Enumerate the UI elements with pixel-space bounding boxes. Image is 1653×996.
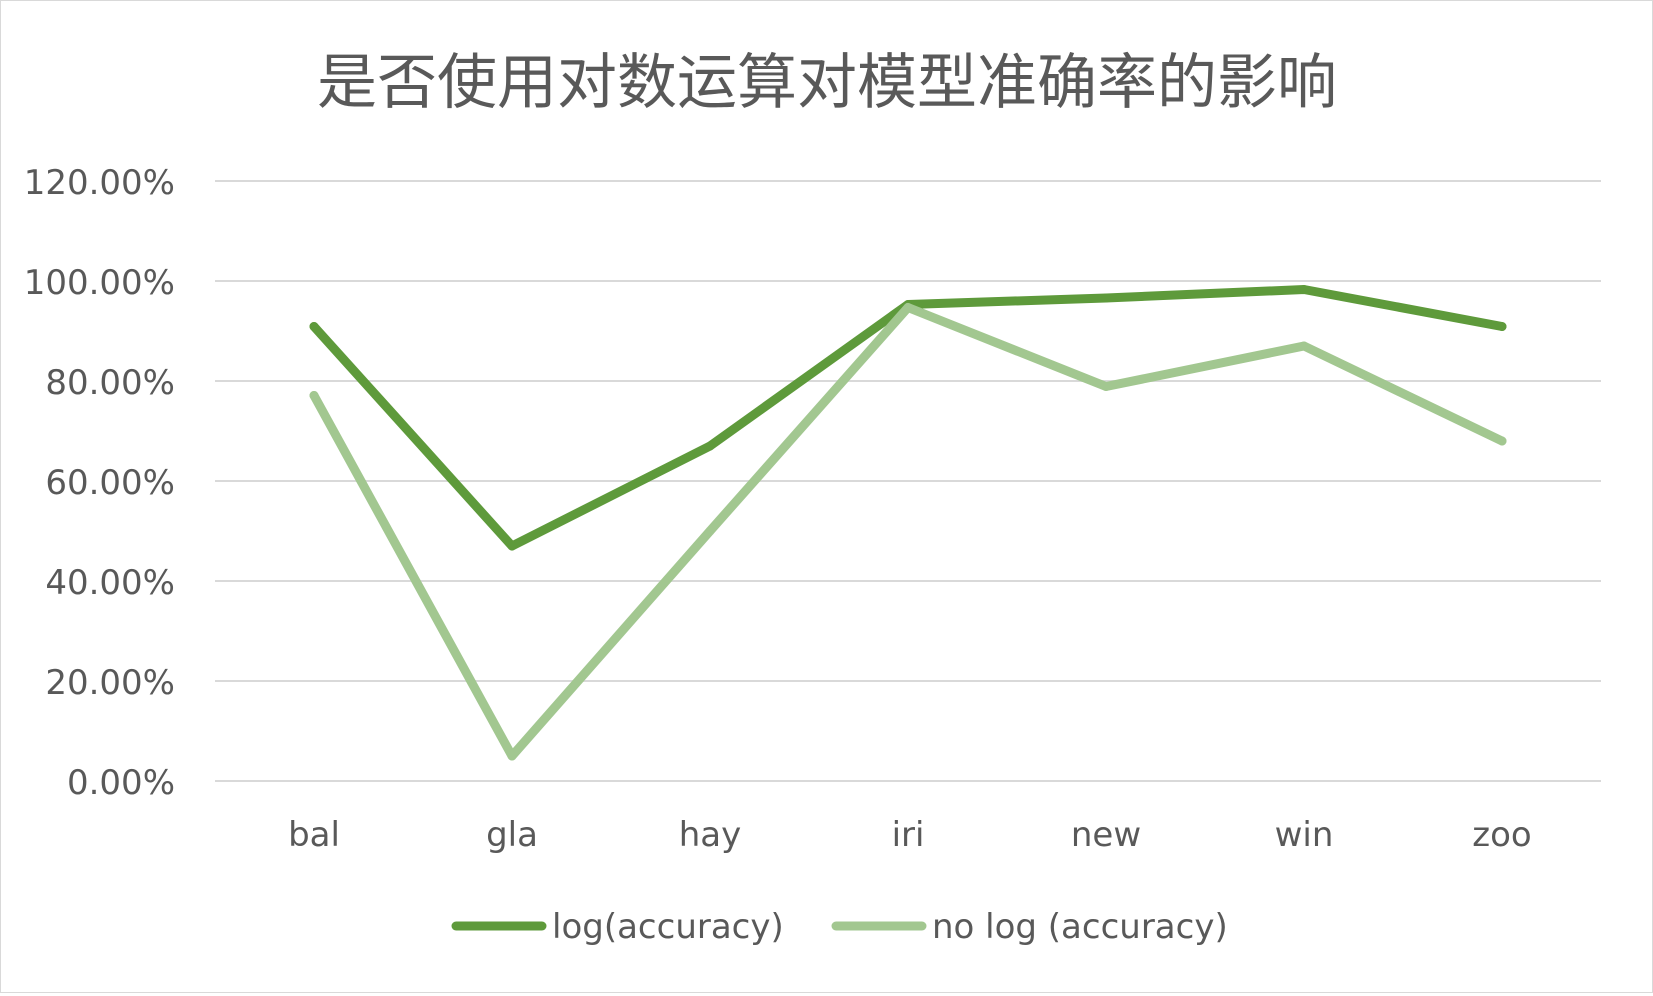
y-tick-label: 60.00% <box>45 463 175 503</box>
series-line-1 <box>309 285 1507 551</box>
data-point <box>1299 285 1309 294</box>
gridlines <box>215 180 1601 782</box>
y-tick-label: 100.00% <box>24 263 175 303</box>
x-axis-tick-labels: bal gla hay iri new win zoo <box>288 815 1532 855</box>
data-point <box>1497 436 1507 446</box>
y-tick-label: 120.00% <box>24 163 175 203</box>
series-lines <box>309 285 1507 761</box>
x-tick-label: hay <box>679 815 742 855</box>
x-tick-label: iri <box>892 815 925 855</box>
legend-label: no log (accuracy) <box>932 907 1228 947</box>
series-line-2 <box>309 303 1507 761</box>
data-point <box>309 391 319 400</box>
data-point <box>507 751 517 761</box>
y-tick-label: 40.00% <box>45 563 175 603</box>
data-point <box>1101 293 1111 303</box>
data-point <box>705 526 715 536</box>
legend-label: log(accuracy) <box>552 907 784 947</box>
x-tick-label: win <box>1275 815 1334 855</box>
x-tick-label: zoo <box>1472 815 1531 855</box>
y-axis-tick-labels: 0.00% 20.00% 40.00% 60.00% 80.00% 100.00% 120.… <box>24 163 175 803</box>
y-tick-label: 0.00% <box>67 763 175 803</box>
x-tick-label: new <box>1071 815 1141 855</box>
chart-title: 是否使用对数运算对模型准确率的影响 <box>317 48 1337 118</box>
data-point <box>309 322 319 331</box>
data-point <box>903 303 913 312</box>
legend: log(accuracy) no log (accuracy) <box>451 907 1228 947</box>
data-point <box>1497 322 1507 331</box>
data-point <box>705 441 715 451</box>
x-tick-label: bal <box>288 815 340 855</box>
data-point <box>1101 382 1111 391</box>
y-tick-label: 80.00% <box>45 363 175 403</box>
data-point <box>507 541 517 551</box>
y-tick-label: 20.00% <box>45 663 175 703</box>
x-tick-label: gla <box>486 815 538 855</box>
data-point <box>1299 341 1309 351</box>
